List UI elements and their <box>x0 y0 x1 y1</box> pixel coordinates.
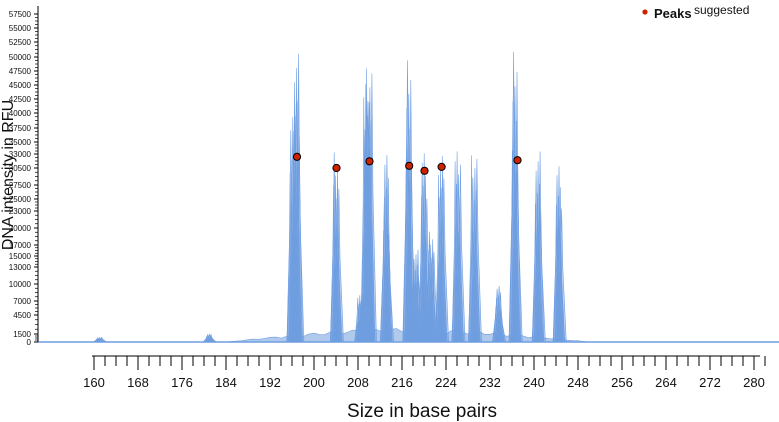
y-tick-label: 30500 <box>9 164 32 173</box>
x-axis-label: Size in base pairs <box>347 401 497 422</box>
y-tick-label: 27500 <box>9 181 32 190</box>
x-tick-label: 256 <box>611 375 633 390</box>
trace-line <box>471 158 482 343</box>
trace-line <box>333 188 344 343</box>
x-tick-label: 224 <box>435 375 457 390</box>
x-tick-label: 208 <box>347 375 369 390</box>
x-tick-label: 240 <box>523 375 545 390</box>
y-tick-label: 45000 <box>9 81 32 90</box>
y-tick-label: 40000 <box>9 109 32 118</box>
y-tick-label: 33000 <box>9 150 32 159</box>
trace-peak <box>531 151 546 343</box>
trace-peak <box>467 155 482 343</box>
x-tick-label: 160 <box>83 375 105 390</box>
y-tick-label: 57500 <box>9 10 32 19</box>
peak-marker <box>292 152 302 161</box>
trace-peak <box>202 333 218 343</box>
trace-peak <box>492 285 507 343</box>
peak-marker <box>437 162 446 171</box>
x-tick-label: 168 <box>127 375 149 390</box>
y-tick-label: 4500 <box>13 311 31 320</box>
x-tick-label: 176 <box>171 375 193 390</box>
trace-peak <box>92 336 108 343</box>
x-tick-label: 216 <box>391 375 413 390</box>
trace-peak <box>379 155 394 343</box>
trace-peak <box>434 156 449 343</box>
peak-marker <box>513 156 522 165</box>
y-tick-label: 52500 <box>9 38 32 47</box>
peak-marker <box>405 161 414 170</box>
y-tick-label: 7000 <box>13 297 31 306</box>
trace-peak <box>362 68 377 343</box>
y-tick-label: 42500 <box>9 95 32 104</box>
y-tick-label: 1500 <box>13 330 31 339</box>
trace-layer <box>38 51 779 343</box>
x-tick-label: 264 <box>655 375 677 390</box>
trace-line <box>206 336 218 343</box>
legend-peak-marker <box>642 9 648 15</box>
peak-marker <box>332 163 341 173</box>
y-tick-label: 0 <box>27 338 32 347</box>
y-tick-label: 15000 <box>9 252 32 261</box>
y-tick-label: 55000 <box>9 24 32 33</box>
y-tick-label: 10000 <box>9 280 32 289</box>
y-tick-label: 47500 <box>9 67 32 76</box>
peak-markers <box>292 152 522 175</box>
x-tick-label: 200 <box>303 375 325 390</box>
x-tick-label: 184 <box>215 375 237 390</box>
trace-line <box>496 308 507 343</box>
trace-peak <box>451 151 466 343</box>
legend-suggested-label: suggested <box>694 3 749 17</box>
trace-line <box>512 156 523 343</box>
y-tick-label: 20000 <box>9 224 32 233</box>
trace-peak <box>290 53 305 343</box>
x-tick-label: 192 <box>259 375 281 390</box>
y-tick-label: 50000 <box>9 53 32 62</box>
x-tick-label: 232 <box>479 375 501 390</box>
y-tick-label: 23000 <box>9 207 32 216</box>
trace-peak <box>552 166 567 343</box>
legend-peaks-label: Peaks <box>654 6 692 21</box>
trace-peak <box>329 152 344 343</box>
y-tick-label: 37500 <box>9 124 32 133</box>
peak-marker <box>420 166 429 175</box>
trace-line <box>294 135 305 343</box>
peak-marker <box>365 157 374 166</box>
trace-line <box>366 73 377 343</box>
trace-line <box>556 208 567 343</box>
x-tick-label: 248 <box>567 375 589 390</box>
x-tick-labels: 160 168 176 184 192 200 208 216 224 232 240 248 256 2… <box>83 356 766 390</box>
y-tick-label: 35000 <box>9 138 32 147</box>
legend: Peaks suggested <box>642 3 749 21</box>
trace-peak <box>508 51 523 343</box>
trace-line <box>438 178 449 343</box>
x-tick-label: 272 <box>699 375 721 390</box>
trace-line <box>383 233 394 343</box>
x-tick-label: 280 <box>743 375 765 390</box>
trace-line <box>455 164 466 343</box>
y-tick-label: 25000 <box>9 195 32 204</box>
trace-line <box>535 207 546 343</box>
y-axis-label: DNA intensity in RFU <box>0 100 17 250</box>
y-tick-label: 13000 <box>9 263 32 272</box>
trace-line <box>96 336 108 343</box>
axes-layer <box>37 6 760 357</box>
y-tick-label: 17000 <box>9 241 32 250</box>
